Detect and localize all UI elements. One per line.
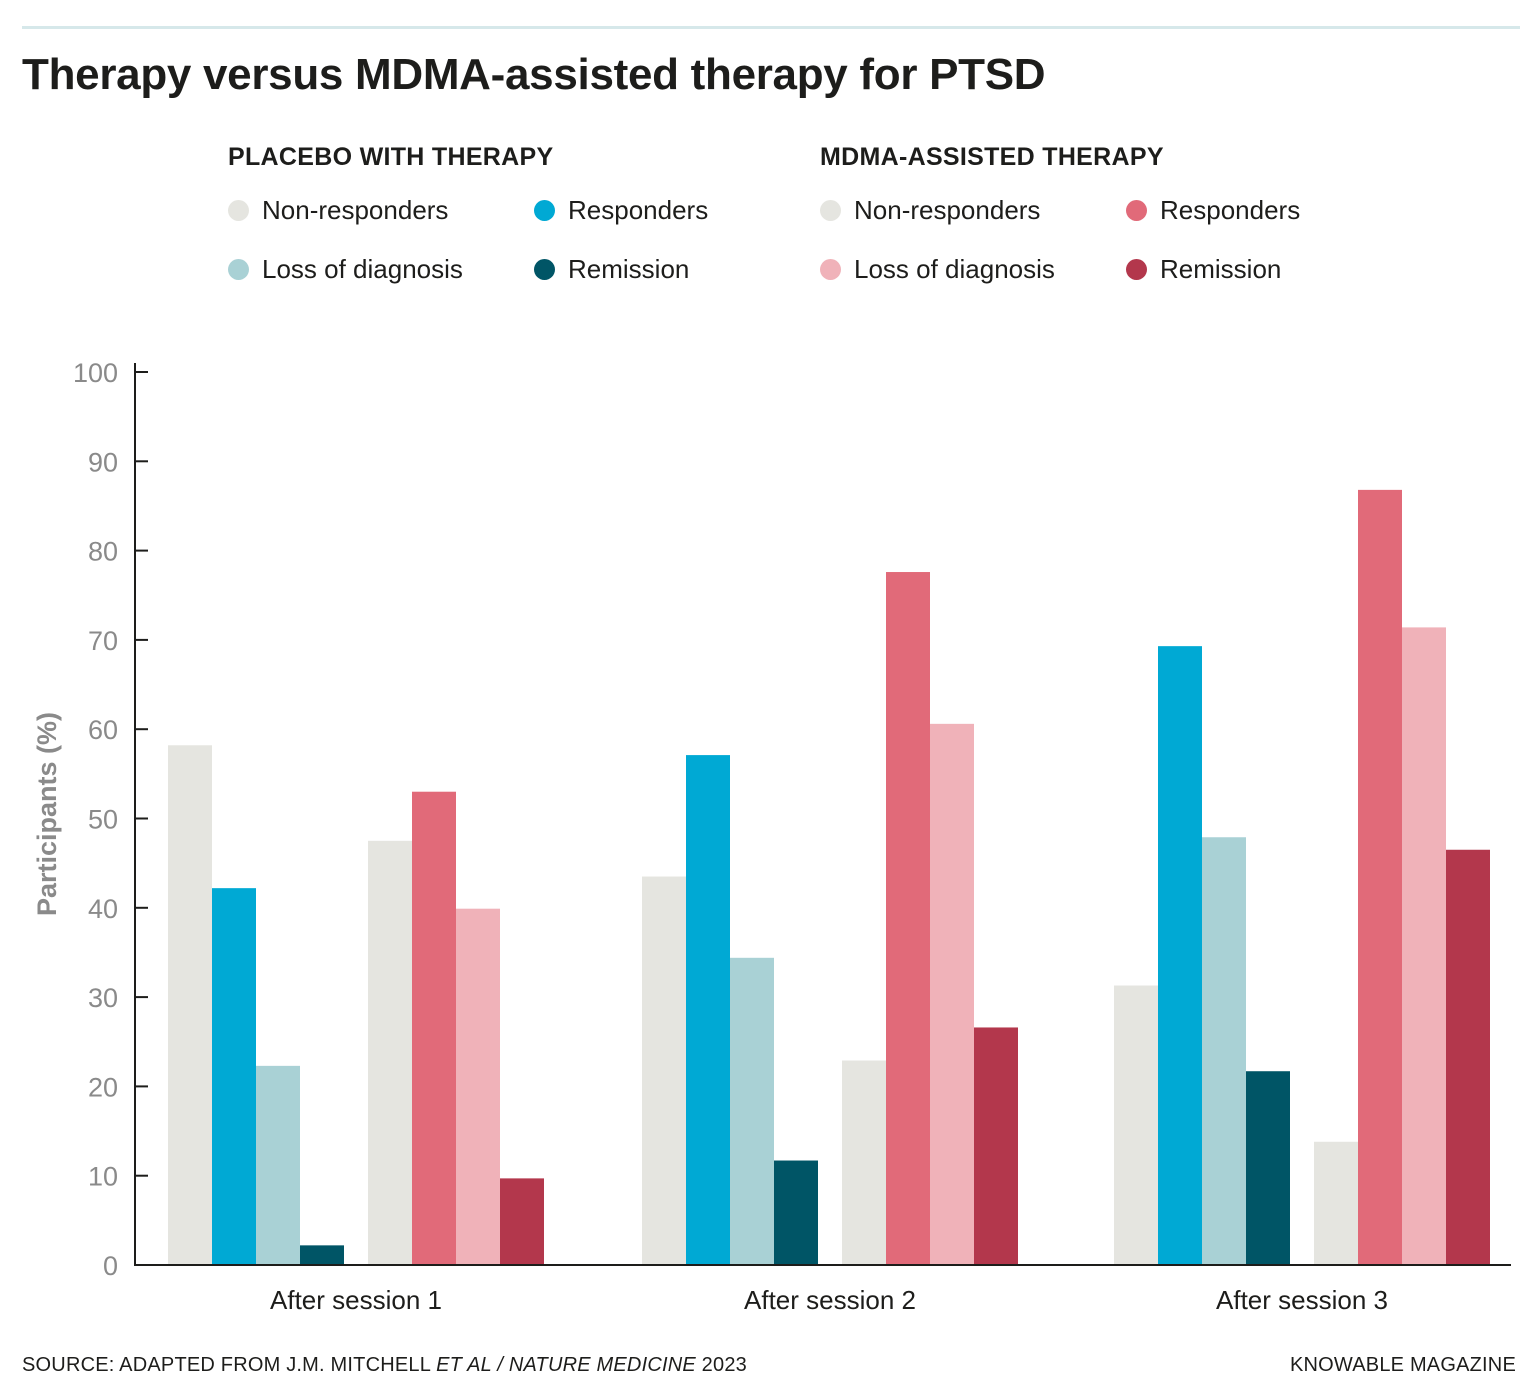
y-axis-label: Participants (%) xyxy=(32,712,62,916)
y-tick-label: 50 xyxy=(88,805,118,835)
legend-swatch-mdma-responders xyxy=(1126,200,1147,221)
legend-item-placebo-remission: Remission xyxy=(534,253,754,286)
bar xyxy=(368,840,412,1265)
bar xyxy=(168,745,212,1265)
legend-label: Loss of diagnosis xyxy=(854,254,1055,284)
legend-item-mdma-non-responders: Non-responders xyxy=(820,194,1126,227)
y-tick-label: 100 xyxy=(73,358,118,388)
y-tick-label: 10 xyxy=(88,1162,118,1192)
bar xyxy=(930,723,974,1265)
x-tick-label: After session 1 xyxy=(270,1285,442,1315)
y-tick-label: 90 xyxy=(88,447,118,477)
legend-swatch-placebo-loss-of-diagnosis xyxy=(228,259,249,280)
bar xyxy=(300,1245,344,1265)
legend-item-placebo-loss-of-diagnosis: Loss of diagnosis xyxy=(228,253,534,286)
bar xyxy=(256,1065,300,1265)
credit-note: KNOWABLE MAGAZINE xyxy=(1289,1354,1516,1376)
y-tick-label: 80 xyxy=(88,537,118,567)
legend-placebo-heading: PLACEBO WITH THERAPY xyxy=(228,143,554,171)
legend-mdma: MDMA-ASSISTED THERAPY Non-responders Res… xyxy=(820,143,1346,286)
y-tick-label: 60 xyxy=(88,715,118,745)
bar xyxy=(1114,985,1158,1265)
legend-mdma-heading: MDMA-ASSISTED THERAPY xyxy=(820,143,1164,171)
bar xyxy=(1358,489,1402,1266)
legend-item-placebo-non-responders: Non-responders xyxy=(228,194,534,227)
legend-swatch-mdma-remission xyxy=(1126,259,1147,280)
source-prefix: SOURCE: ADAPTED FROM J.M. MITCHELL xyxy=(22,1354,437,1376)
legend-swatch-placebo-responders xyxy=(534,200,555,221)
legend-label: Remission xyxy=(568,254,690,284)
x-tick-label: After session 2 xyxy=(744,1285,916,1315)
y-tick-label: 0 xyxy=(103,1251,118,1281)
bar xyxy=(500,1178,544,1265)
bar xyxy=(1314,1141,1358,1265)
bar xyxy=(842,1060,886,1265)
bar xyxy=(456,908,500,1265)
legend-label: Responders xyxy=(568,195,709,225)
bar xyxy=(686,755,730,1265)
bar xyxy=(774,1160,818,1265)
bar xyxy=(974,1027,1018,1265)
source-note: SOURCE: ADAPTED FROM J.M. MITCHELL ET AL… xyxy=(22,1354,747,1377)
legend-label: Loss of diagnosis xyxy=(262,254,463,284)
legend-item-placebo-responders: Responders xyxy=(534,194,754,227)
bar xyxy=(642,876,686,1265)
bar xyxy=(1202,837,1246,1265)
legend-swatch-mdma-non-responders xyxy=(820,200,841,221)
bar xyxy=(886,572,930,1265)
legend-item-mdma-responders: Responders xyxy=(1126,194,1346,227)
legend-label: Responders xyxy=(1160,195,1301,225)
legend-label: Remission xyxy=(1160,254,1282,284)
legend-label: Non-responders xyxy=(854,195,1041,225)
y-tick-label: 40 xyxy=(88,894,118,924)
y-tick-label: 70 xyxy=(88,626,118,656)
bar xyxy=(730,957,774,1265)
legend-placebo: PLACEBO WITH THERAPY Non-responders Resp… xyxy=(228,143,754,286)
legend-item-mdma-remission: Remission xyxy=(1126,253,1346,286)
legend-swatch-placebo-non-responders xyxy=(228,200,249,221)
bar xyxy=(1446,849,1490,1265)
legend-swatch-placebo-remission xyxy=(534,259,555,280)
bar xyxy=(1246,1071,1290,1265)
y-tick-label: 30 xyxy=(88,983,118,1013)
y-tick-label: 20 xyxy=(88,1072,118,1102)
legend-label: Non-responders xyxy=(262,195,449,225)
legend-item-mdma-loss-of-diagnosis: Loss of diagnosis xyxy=(820,253,1126,286)
bar xyxy=(212,888,256,1265)
source-italic: ET AL / NATURE MEDICINE xyxy=(436,1354,696,1376)
bar xyxy=(1402,627,1446,1265)
chart-title: Therapy versus MDMA-assisted therapy for… xyxy=(22,50,1046,99)
bar xyxy=(1158,646,1202,1265)
x-tick-label: After session 3 xyxy=(1216,1285,1388,1315)
bar xyxy=(412,791,456,1265)
legend-swatch-mdma-loss-of-diagnosis xyxy=(820,259,841,280)
top-rule xyxy=(22,26,1520,29)
source-suffix: 2023 xyxy=(695,1354,747,1376)
